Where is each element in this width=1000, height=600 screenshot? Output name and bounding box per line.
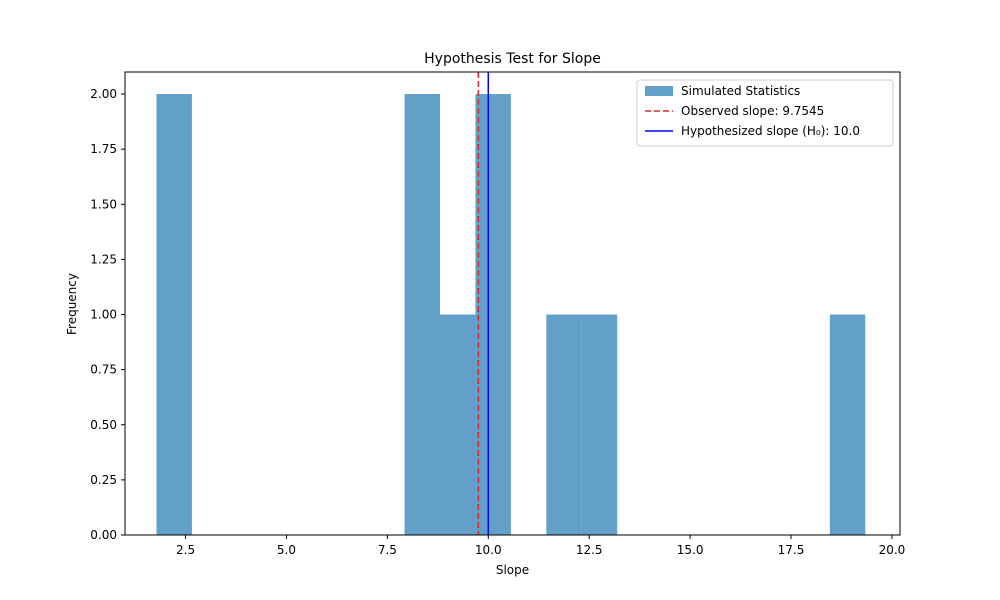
plot-area: 2.5 5.0 7.5 10.0 12.5 15.0 17.5 20.0 0.00 0.25 0.5… xyxy=(90,71,906,557)
y-tick-label: 0.00 xyxy=(90,528,117,542)
legend-box xyxy=(636,79,894,147)
y-tick-label: 1.50 xyxy=(90,197,117,211)
x-tick-label: 10.0 xyxy=(475,543,502,557)
y-tick-label: 0.50 xyxy=(90,418,117,432)
chart-title: Hypothesis Test for Slope xyxy=(424,51,601,67)
histogram-bar xyxy=(546,314,582,535)
y-tick-label: 0.75 xyxy=(90,363,117,377)
histogram-bar xyxy=(156,94,192,536)
y-tick-label: 2.00 xyxy=(90,87,117,101)
y-tick-label: 1.25 xyxy=(90,252,117,266)
x-tick-label: 5.0 xyxy=(277,543,296,557)
y-axis-label: Frequency xyxy=(65,273,79,335)
histogram-bar xyxy=(829,314,866,535)
y-tick-label: 1.00 xyxy=(90,308,117,322)
legend-label: Simulated Statistics xyxy=(681,84,800,98)
x-tick-label: 15.0 xyxy=(677,543,704,557)
x-tick-label: 20.0 xyxy=(879,543,906,557)
y-tick-label: 0.25 xyxy=(90,473,117,487)
x-tick-label: 12.5 xyxy=(576,543,603,557)
x-tick-label: 17.5 xyxy=(778,543,805,557)
legend-patch xyxy=(645,86,673,96)
legend-label: Hypothesized slope (H₀): 10.0 xyxy=(681,124,860,138)
x-tick-label: 7.5 xyxy=(378,543,397,557)
y-tick-label: 1.75 xyxy=(90,142,117,156)
x-axis-label: Slope xyxy=(496,563,529,577)
axes-frame xyxy=(124,71,901,536)
histogram-bar xyxy=(404,94,441,536)
histogram-bar xyxy=(440,314,476,535)
legend-label: Observed slope: 9.7545 xyxy=(681,104,824,118)
histogram-bar xyxy=(475,94,511,536)
legend: Simulated Statistics Observed slope: 9.75… xyxy=(636,79,894,147)
x-tick-label: 2.5 xyxy=(176,543,195,557)
histogram-bar xyxy=(581,314,618,535)
